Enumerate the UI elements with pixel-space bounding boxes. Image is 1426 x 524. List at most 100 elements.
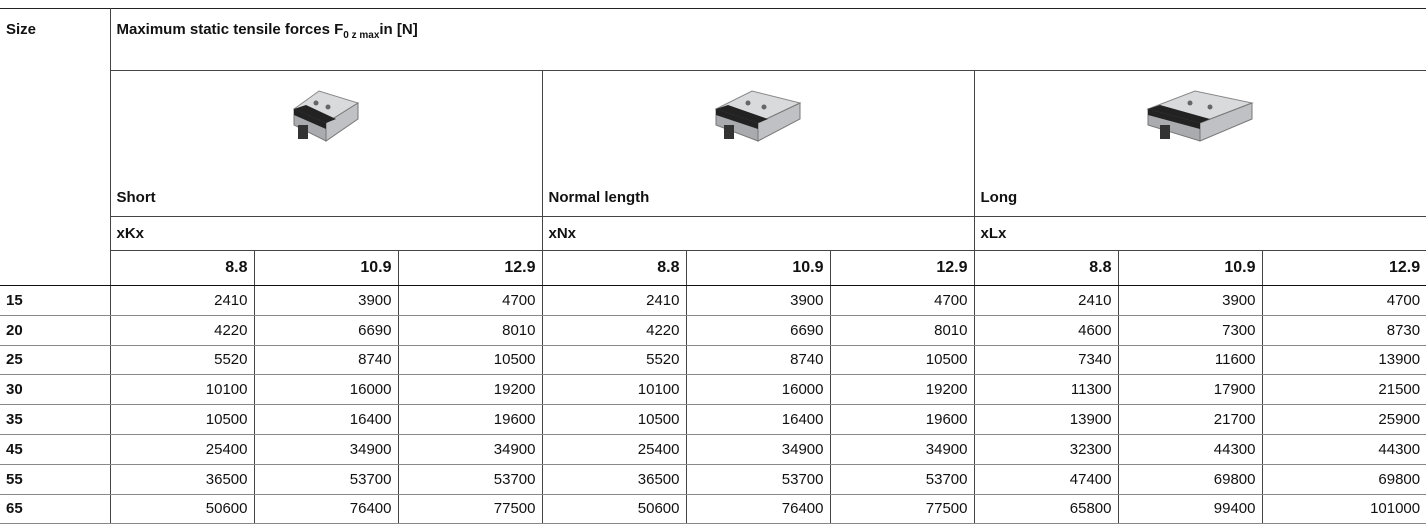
row-size: 20 — [0, 315, 111, 346]
title-text: Maximum static tensile forces F — [116, 21, 344, 38]
force-value: 21500 — [1262, 374, 1426, 406]
force-value: 99400 — [1118, 494, 1263, 524]
grade: 8.8 — [110, 250, 255, 286]
data-row: 20 4220 6690 8010 4220 6690 8010 4600 7300 8730 — [0, 315, 1426, 346]
force-value: 69800 — [1118, 464, 1263, 495]
force-value: 4700 — [830, 285, 975, 316]
force-value: 8740 — [254, 345, 399, 376]
data-row: 30 10100 16000 19200 10100 16000 19200 11300 179… — [0, 374, 1426, 406]
row-size: 35 — [0, 404, 111, 435]
grade: 12.9 — [830, 250, 975, 286]
force-value: 10500 — [398, 345, 543, 376]
force-value: 76400 — [686, 494, 831, 524]
data-row: 45 25400 34900 34900 25400 34900 34900 32300 443… — [0, 434, 1426, 465]
force-value: 36500 — [110, 464, 255, 495]
carriage-image — [714, 90, 802, 142]
carriage-image — [292, 90, 360, 142]
force-value: 8010 — [830, 315, 975, 346]
carriage-image — [1146, 90, 1255, 142]
grade-row: 8.8 10.9 12.9 8.8 10.9 12.9 8.8 10.9 12.9 — [0, 250, 1426, 286]
force-value: 10500 — [110, 404, 255, 435]
force-value: 21700 — [1118, 404, 1263, 435]
force-value: 19600 — [398, 404, 543, 435]
force-value: 10500 — [830, 345, 975, 376]
force-value: 77500 — [830, 494, 975, 524]
force-value: 8730 — [1262, 315, 1426, 346]
image-box — [549, 79, 968, 149]
data-row: 65 50600 76400 77500 50600 76400 77500 65800 994… — [0, 494, 1426, 524]
force-value: 53700 — [830, 464, 975, 495]
force-value: 50600 — [542, 494, 687, 524]
group-code: xLx — [974, 216, 1426, 251]
force-value: 8010 — [398, 315, 543, 346]
header-row: Size Maximum static tensile forces F0 z … — [0, 8, 1426, 286]
force-value: 32300 — [974, 434, 1119, 465]
force-value: 2410 — [974, 285, 1119, 316]
force-value: 10500 — [542, 404, 687, 435]
force-value: 3900 — [254, 285, 399, 316]
grade: 10.9 — [254, 250, 399, 286]
force-value: 5520 — [110, 345, 255, 376]
row-size: 55 — [0, 464, 111, 495]
force-value: 77500 — [398, 494, 543, 524]
row-size: 25 — [0, 345, 111, 376]
group-cell: Short — [110, 70, 543, 217]
force-value: 69800 — [1262, 464, 1426, 495]
force-value: 34900 — [398, 434, 543, 465]
data-row: 35 10500 16400 19600 10500 16400 19600 13900 217… — [0, 404, 1426, 435]
force-value: 19200 — [398, 374, 543, 406]
force-value: 50600 — [110, 494, 255, 524]
force-value: 4220 — [542, 315, 687, 346]
group-cell: Normal length — [542, 70, 975, 217]
table-title: Maximum static tensile forces F0 z maxin… — [110, 8, 1426, 71]
group-code: xKx — [110, 216, 543, 251]
force-value: 11300 — [974, 374, 1119, 406]
force-value: 16000 — [686, 374, 831, 406]
force-value: 25900 — [1262, 404, 1426, 435]
grade: 8.8 — [542, 250, 687, 286]
title-subscript: 0 z max — [343, 30, 380, 41]
force-value: 25400 — [110, 434, 255, 465]
group-label: Normal length — [548, 189, 650, 206]
force-value: 3900 — [686, 285, 831, 316]
group-cell: Long — [974, 71, 1426, 217]
group-code: xNx — [542, 216, 975, 251]
force-value: 10100 — [542, 374, 687, 406]
force-value: 19600 — [830, 404, 975, 435]
force-value: 34900 — [254, 434, 399, 465]
force-value: 65800 — [974, 494, 1119, 524]
force-value: 3900 — [1118, 285, 1263, 316]
force-value: 36500 — [542, 464, 687, 495]
grade: 8.8 — [974, 250, 1119, 286]
force-value: 4220 — [110, 315, 255, 346]
force-value: 13900 — [1262, 345, 1426, 376]
force-value: 16400 — [254, 404, 399, 435]
size-header: Size — [0, 8, 111, 286]
force-value: 5520 — [542, 345, 687, 376]
force-value: 8740 — [686, 345, 831, 376]
force-value: 44300 — [1262, 434, 1426, 465]
force-value: 34900 — [686, 434, 831, 465]
force-value: 10100 — [110, 374, 255, 406]
force-value: 16400 — [686, 404, 831, 435]
force-value: 7300 — [1118, 315, 1263, 346]
force-value: 2410 — [542, 285, 687, 316]
group-label: Short — [116, 189, 156, 206]
data-row: 25 5520 8740 10500 5520 8740 10500 7340 11600 139… — [0, 345, 1426, 376]
row-size: 45 — [0, 434, 111, 465]
force-value: 53700 — [686, 464, 831, 495]
row-size: 30 — [0, 374, 111, 406]
row-size: 15 — [0, 285, 111, 316]
force-value: 47400 — [974, 464, 1119, 495]
force-value: 4700 — [398, 285, 543, 316]
force-value: 25400 — [542, 434, 687, 465]
grade: 10.9 — [686, 250, 831, 286]
table-body: Size Maximum static tensile forces F0 z … — [0, 8, 1426, 524]
code-row: xKx xNx xLx — [0, 216, 1426, 251]
row-size: 65 — [0, 494, 111, 524]
force-value: 4700 — [1262, 285, 1426, 316]
group-row: Short Normal length Long — [0, 70, 1426, 217]
